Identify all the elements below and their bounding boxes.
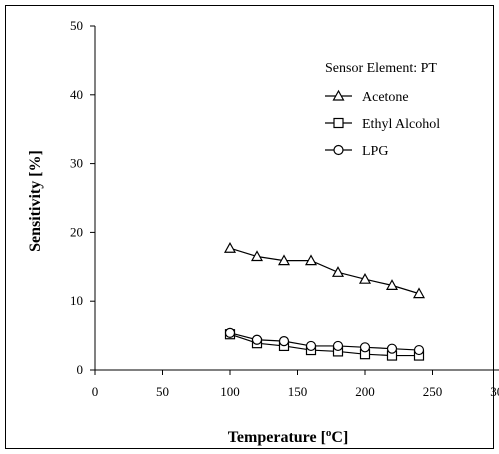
x-tick-label: 50	[156, 384, 169, 399]
legend-label: Ethyl Alcohol	[362, 117, 440, 132]
legend-label: LPG	[362, 144, 388, 159]
data-point-acetone	[412, 287, 426, 299]
data-point-lpg	[359, 342, 371, 353]
legend-marker	[333, 117, 344, 129]
data-point-acetone	[385, 279, 399, 290]
x-tick-label: 0	[92, 384, 99, 399]
series-line-acetone	[229, 247, 420, 295]
data-point-lpg	[251, 334, 263, 345]
chart-frame	[5, 5, 494, 449]
series-acetone	[223, 241, 426, 299]
legend-entry-acetone: Acetone	[325, 89, 409, 105]
y-tick-label: 0	[77, 362, 84, 377]
legend-title: Sensor Element: PT	[325, 61, 437, 76]
data-point-lpg	[332, 340, 344, 352]
x-tick-label: 300	[490, 384, 499, 399]
y-tick-label: 30	[70, 156, 83, 171]
x-axis-title-degree: o	[326, 427, 332, 439]
data-point-acetone	[277, 254, 291, 266]
legend: Sensor Element: PT Acetone Ethyl Alcohol L…	[325, 61, 440, 159]
data-point-acetone	[331, 266, 345, 277]
data-point-lpg	[386, 343, 398, 354]
data-point-acetone	[223, 241, 237, 253]
y-axis-title: Sensitivity [%]	[27, 150, 44, 252]
legend-entry-ethyl-alcohol: Ethyl Alcohol	[325, 117, 440, 132]
x-tick-label: 250	[423, 384, 443, 399]
axes	[94, 26, 499, 371]
y-tick-label: 50	[70, 18, 83, 33]
data-point-lpg	[305, 340, 317, 352]
legend-entry-lpg: LPG	[325, 144, 388, 159]
data-point-acetone	[358, 272, 372, 284]
data-point-lpg	[278, 336, 290, 347]
data-point-acetone	[250, 250, 264, 262]
data-point-acetone	[304, 254, 318, 266]
legend-label: Acetone	[362, 90, 409, 105]
x-axis-title-unit: C]	[331, 429, 348, 446]
x-tick-label: 100	[220, 384, 240, 399]
y-tick-label: 40	[70, 87, 83, 102]
x-axis-title-main: Temperature [	[228, 429, 326, 446]
series-lpg	[224, 327, 425, 356]
y-tick-label: 10	[70, 293, 83, 308]
legend-marker	[333, 144, 344, 156]
series-group	[223, 241, 426, 361]
ticks: 0 10 20 30 40 50 0 50 100 150 200 250 300	[70, 18, 499, 399]
x-tick-label: 200	[355, 384, 375, 399]
x-tick-label: 150	[288, 384, 308, 399]
data-point-lpg	[224, 327, 236, 338]
legend-marker	[332, 89, 345, 101]
y-tick-label: 20	[70, 224, 83, 239]
x-axis-title: Temperature [oC]	[228, 427, 349, 446]
data-point-lpg	[413, 344, 425, 356]
